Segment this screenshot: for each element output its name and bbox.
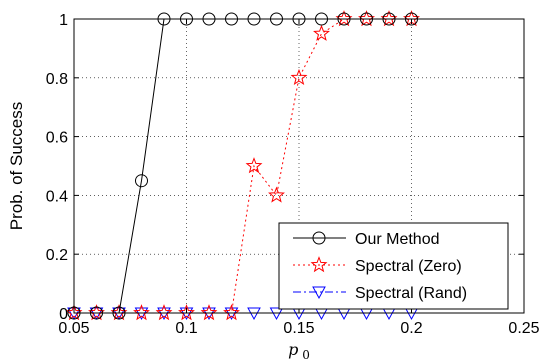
tick-labels: 0.05 0.1 0.15 0.2 0.25 0 0.2 0.4 0.6 0.8 1 (46, 12, 540, 337)
star-marker (200, 304, 218, 321)
y-tick-label: 0.6 (46, 130, 68, 147)
star-marker (310, 256, 328, 273)
star-marker (155, 304, 173, 321)
triangle-marker (312, 286, 326, 300)
x-tick-label: 0.15 (283, 320, 314, 337)
star-marker (290, 68, 308, 86)
star-marker (133, 304, 150, 321)
x-tick-label: 0.25 (508, 320, 539, 337)
star-marker (178, 304, 195, 321)
x-tick-label: 0.1 (175, 320, 197, 337)
star-marker (313, 24, 330, 41)
legend-label: Spectral (Rand) (355, 285, 467, 302)
y-tick-label: 0.4 (46, 188, 68, 205)
circle-marker (312, 231, 326, 245)
ticks (73, 18, 525, 314)
legend-label: Spectral (Zero) (355, 258, 462, 275)
x-tick-label: 0.2 (400, 320, 422, 337)
y-tick-label: 0 (59, 306, 68, 323)
star-marker (245, 157, 263, 174)
y-tick-label: 0.2 (46, 247, 68, 264)
y-axis-title: Prob. of Success (7, 102, 26, 231)
x-tick-label: 0.05 (58, 320, 89, 337)
star-marker (268, 186, 285, 203)
legend-entry: Spectral (Rand) (293, 285, 467, 302)
legend: Our Method Spectral (Zero) Spectral (Rand) (278, 222, 509, 310)
circle-marker (135, 174, 148, 188)
star-marker (223, 304, 240, 321)
legend-label: Our Method (355, 231, 439, 248)
legend-entry: Our Method (293, 231, 439, 248)
legend-entry: Spectral (Zero) (293, 256, 462, 275)
x-axis-title: p 0 (288, 340, 310, 360)
y-tick-label: 0.8 (46, 71, 68, 88)
y-tick-label: 1 (59, 12, 68, 29)
